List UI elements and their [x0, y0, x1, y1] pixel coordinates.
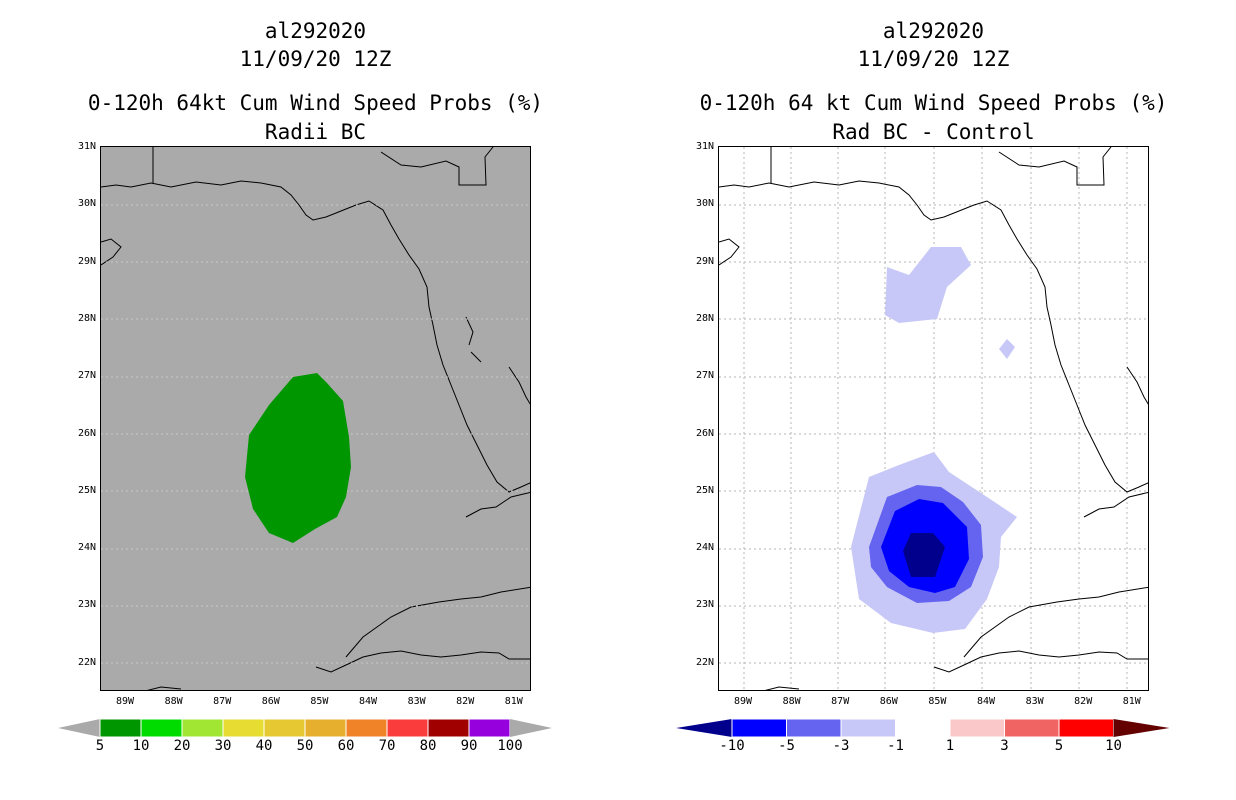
colorbar-swatch: [345, 718, 388, 738]
lat-label: 24N: [77, 542, 96, 554]
lon-label: 88W: [164, 696, 183, 707]
lon-label: 86W: [261, 696, 280, 707]
lon-label: 82W: [456, 696, 475, 707]
lat-label: 26N: [695, 427, 714, 439]
right-title-subtitle: Rad BC - Control: [832, 120, 1035, 144]
lat-label: 30N: [77, 198, 96, 210]
right-title-date: 11/09/20 12Z: [857, 47, 1010, 71]
colorbar-label: 10: [1105, 738, 1122, 754]
colorbar-label: 70: [378, 738, 396, 754]
lat-label: 26N: [77, 427, 96, 439]
probability-contour-5pct: [245, 373, 351, 543]
colorbar-label: 100: [497, 738, 523, 754]
lat-label: 29N: [77, 255, 96, 267]
left-title-product: 0-120h 64kt Cum Wind Speed Probs (%): [87, 91, 544, 115]
colorbar-swatch: [1004, 718, 1060, 738]
colorbar-label: 20: [173, 738, 191, 754]
colorbar-swatch: [181, 718, 224, 738]
left-title-date: 11/09/20 12Z: [239, 47, 392, 71]
left-map-svg: [101, 147, 530, 690]
colorbar-left-arrow: [58, 719, 100, 737]
lat-label: 24N: [695, 542, 714, 554]
colorbar-swatch: [786, 718, 842, 738]
lon-label: 86W: [879, 696, 898, 707]
colorbar-swatch: [263, 718, 306, 738]
lon-label: 85W: [310, 696, 329, 707]
lon-label: 88W: [782, 696, 801, 707]
left-title-subtitle: Radii BC: [264, 120, 367, 144]
right-title-storm: al292020: [882, 19, 985, 43]
lon-label: 85W: [928, 696, 947, 707]
lon-label: 89W: [115, 696, 135, 707]
colorbar-label: -3: [832, 738, 850, 754]
colorbar-label: 1: [945, 738, 955, 754]
colorbar-label: 40: [255, 738, 273, 754]
lat-label: 29N: [695, 255, 714, 267]
difference-contour-small: [999, 339, 1015, 359]
lon-label: 84W: [358, 696, 378, 707]
colorbar-label: 90: [460, 738, 478, 754]
colorbar-swatch: [895, 718, 951, 738]
lat-label: 31N: [695, 141, 714, 152]
colorbar-swatch: [731, 718, 787, 738]
colorbar-label: 50: [296, 738, 314, 754]
lat-label: 25N: [695, 484, 714, 496]
lat-label: 22N: [77, 656, 96, 668]
left-colorbar: [58, 718, 552, 738]
lon-label: 89W: [733, 696, 753, 707]
lat-label: 27N: [77, 370, 96, 382]
right-map-panel: [718, 146, 1149, 691]
lon-label: 87W: [213, 696, 232, 707]
difference-contour-minus10: [903, 533, 945, 577]
colorbar-swatch: [1058, 718, 1114, 738]
lon-label: 81W: [1122, 696, 1141, 707]
colorbar-left-arrow: [676, 719, 732, 737]
left-map-panel: [100, 146, 531, 691]
lon-label: 82W: [1074, 696, 1093, 707]
lon-label: 83W: [407, 696, 426, 707]
lat-label: 30N: [695, 198, 714, 210]
lon-label: 84W: [976, 696, 996, 707]
colorbar-label: 3: [1000, 738, 1009, 754]
lat-label: 22N: [695, 656, 714, 668]
colorbar-swatch: [468, 718, 511, 738]
lat-label: 28N: [77, 312, 96, 324]
lon-label: 81W: [504, 696, 523, 707]
lat-label: 27N: [695, 370, 714, 382]
lat-label: 28N: [695, 312, 714, 324]
colorbar-swatch: [222, 718, 265, 738]
colorbar-swatch: [99, 718, 142, 738]
colorbar-swatch: [949, 718, 1005, 738]
coastline: [719, 147, 1148, 690]
colorbar-right-arrow: [1113, 719, 1170, 737]
right-title-product: 0-120h 64 kt Cum Wind Speed Probs (%): [699, 91, 1168, 115]
colorbar-swatch: [386, 718, 429, 738]
colorbar-label: 10: [132, 738, 150, 754]
lon-label: 87W: [831, 696, 850, 707]
lon-label: 83W: [1025, 696, 1044, 707]
colorbar-swatch: [840, 718, 896, 738]
colorbar-swatch: [304, 718, 347, 738]
lat-label: 25N: [77, 484, 96, 496]
left-title-storm: al292020: [264, 19, 367, 43]
colorbar-label: -1: [887, 738, 904, 754]
colorbar-label: -10: [719, 738, 745, 754]
lat-label: 23N: [77, 599, 96, 611]
difference-contour-north: [885, 247, 971, 323]
coastline: [101, 147, 530, 690]
colorbar-label: 80: [419, 738, 437, 754]
right-map-svg: [719, 147, 1148, 690]
colorbar-right-arrow: [510, 719, 552, 737]
colorbar-swatch: [427, 718, 470, 738]
colorbar-swatch: [140, 718, 183, 738]
lat-label: 31N: [77, 141, 96, 152]
right-colorbar: [676, 718, 1170, 738]
colorbar-label: -5: [778, 738, 795, 754]
colorbar-label: 30: [214, 738, 232, 754]
lat-label: 23N: [695, 599, 714, 611]
colorbar-label: 5: [95, 738, 105, 754]
colorbar-label: 5: [1054, 738, 1064, 754]
colorbar-label: 60: [337, 738, 355, 754]
